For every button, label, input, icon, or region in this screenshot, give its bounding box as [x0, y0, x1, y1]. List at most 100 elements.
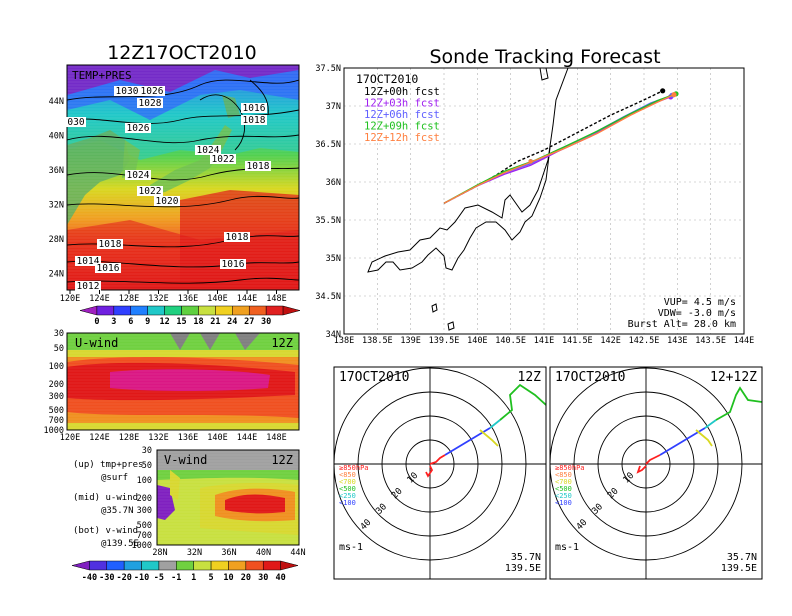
isobar-label: 1030	[116, 86, 139, 97]
isobar-label: 1026	[141, 86, 164, 97]
wind-colorbar-swatch	[89, 560, 108, 571]
wind-colorbar-swatch	[123, 560, 142, 571]
note-mid2: @35.7N	[101, 506, 134, 516]
colorbar-tick: 12	[159, 317, 169, 327]
polar2-lat: 35.7N	[727, 552, 757, 563]
colorbar-tick: 21	[210, 317, 220, 327]
u-wind-y-tick: 300	[49, 392, 64, 402]
wind-colorbar-swatch	[141, 560, 160, 571]
isobar-label: 1018	[226, 232, 249, 243]
track-info-vdw: VDW= -3.0 m/s	[658, 308, 736, 319]
temp-x-tick: 144E	[237, 294, 257, 304]
u-wind-y-tick: 200	[49, 380, 64, 390]
colorbar-swatch	[96, 305, 115, 316]
polar-level-label: <700	[339, 478, 356, 486]
v-wind-x-tick: 44N	[290, 548, 305, 558]
colorbar-tick: 27	[244, 317, 254, 327]
v-wind-x-tick: 32N	[187, 548, 202, 558]
polar-level-label: <850	[339, 471, 356, 479]
v-wind-y-tick: 200	[137, 494, 152, 504]
isobar-label: 1014	[77, 256, 100, 267]
asia-landmass	[67, 130, 130, 225]
legend-entry: 12Z+09h fcst	[364, 121, 440, 133]
track-y-tick: 36N	[326, 178, 341, 188]
track-y-tick: 37.5N	[315, 64, 341, 74]
polar1-lat: 35.7N	[511, 552, 541, 563]
legend-entry: 12Z+12h fcst	[364, 132, 440, 144]
polar1-lon: 139.5E	[505, 563, 541, 574]
wind-colorbar-swatch	[262, 560, 281, 571]
temperature-colorbar: 0 3 6 9 12 15 18 21 24 27 30	[79, 305, 301, 327]
v-wind-x-tick: 36N	[221, 548, 236, 558]
u-wind-label: U-wind	[75, 336, 118, 350]
colorbar-swatch	[282, 305, 301, 316]
v-wind-y-tick: 500	[137, 521, 152, 531]
temp-y-tick: 28N	[49, 235, 64, 245]
track-info-vup: VUP= 4.5 m/s	[664, 297, 736, 308]
isobar-label: 1018	[243, 115, 266, 126]
temp-x-tick: 120E	[60, 294, 80, 304]
polar1-time: 12Z	[518, 370, 542, 385]
track-y-tick: 34.5N	[315, 292, 341, 302]
v-wind-y-tick: 700	[137, 531, 152, 541]
legend-entry: 12Z+06h fcst	[364, 109, 440, 121]
u-wind-x-tick: 148E	[266, 433, 286, 443]
v-wind-y-tick: 100	[137, 476, 152, 486]
u-wind-x-tick: 128E	[119, 433, 139, 443]
wind-colorbar-swatch	[158, 560, 177, 571]
polar-level-label: <500	[555, 485, 572, 493]
temp-y-tick: 40N	[49, 132, 64, 142]
u-wind-y-tick: 30	[54, 329, 64, 339]
colorbar-swatch	[232, 305, 250, 316]
track-date: 17OCT2010	[356, 72, 418, 86]
colorbar-swatch	[215, 305, 233, 316]
polar-level-label: <700	[555, 478, 572, 486]
v-wind-y-tick: 300	[137, 506, 152, 516]
legend-entry: 12Z+03h fcst	[364, 98, 440, 110]
colorbar-tick: 15	[176, 317, 186, 327]
v-wind-time: 12Z	[271, 453, 293, 467]
temp-x-tick: 140E	[207, 294, 227, 304]
polar-level-label: ≥850hPa	[339, 464, 369, 472]
track-x-tick: 141E	[534, 336, 554, 346]
isobar-label: 030	[67, 117, 84, 128]
u-wind-y-tick: 700	[49, 416, 64, 426]
u-wind-x-tick: 132E	[148, 433, 168, 443]
panel-notes: (up) tmp+pres @surf (mid) u-wind @35.7N …	[73, 460, 143, 549]
isobar-label: 1020	[156, 196, 179, 207]
track-series-line	[443, 93, 675, 204]
korea-landmass	[122, 140, 140, 178]
note-up2: @surf	[101, 473, 128, 483]
wind-colorbar-tick: 5	[209, 573, 214, 583]
wind-colorbar-swatch	[176, 560, 194, 571]
colorbar-tick: 6	[128, 317, 133, 327]
track-x-tick: 144E	[734, 336, 754, 346]
u-wind-x-tick: 136E	[178, 433, 198, 443]
v-wind-x-tick: 28N	[152, 548, 167, 558]
track-x-tick: 143.5E	[695, 336, 726, 346]
wind-colorbar-swatch	[106, 560, 125, 571]
track-panel: 138E 138.5E 139E 139.5E 140E 140.5E 141E 141.5E…	[315, 64, 754, 346]
u-wind-x-tick: 140E	[207, 433, 227, 443]
track-info-burst: Burst Alt= 28.0 km	[628, 319, 736, 330]
right-title: Sonde Tracking Forecast	[429, 46, 660, 68]
colorbar-swatch	[181, 305, 199, 316]
colorbar-tick: 18	[193, 317, 203, 327]
colorbar-swatch	[147, 305, 165, 316]
v-wind-label: V-wind	[164, 453, 207, 467]
u-wind-x-tick: 124E	[89, 433, 109, 443]
colorbar-swatch	[198, 305, 216, 316]
wind-colorbar-tick: -20	[116, 573, 131, 583]
polar2-time: 12+12Z	[710, 370, 757, 385]
track-endpoint	[671, 92, 677, 98]
track-x-tick: 138E	[334, 336, 354, 346]
coastline	[367, 68, 569, 331]
track-endpoint	[660, 88, 666, 94]
temp-y-tick: 32N	[49, 201, 64, 211]
isobar-label: 1012	[77, 281, 100, 292]
colorbar-swatch	[113, 305, 132, 316]
